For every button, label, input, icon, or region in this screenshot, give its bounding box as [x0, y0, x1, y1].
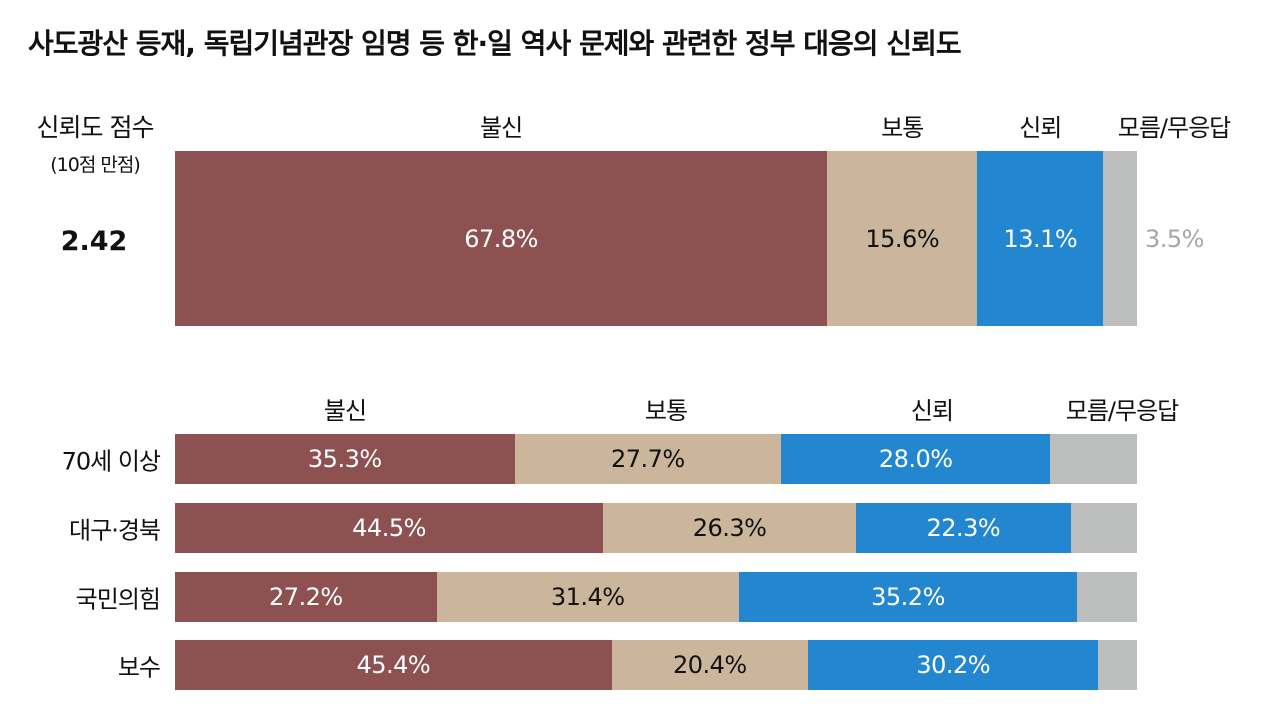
- data-label: 44.5%: [352, 514, 426, 542]
- segment-trust: 30.2%: [807, 640, 1099, 690]
- segment-trust: 28.0%: [781, 434, 1051, 484]
- data-label: 27.2%: [268, 583, 343, 611]
- data-label: 35.3%: [307, 445, 382, 473]
- stacked-bar-row: 44.5% 26.3% 22.3%: [175, 503, 1137, 553]
- segment-normal: 26.3%: [603, 503, 857, 553]
- segment-normal: 31.4%: [436, 572, 739, 622]
- top-stacked-bar: 67.8% 15.6% 13.1%: [175, 151, 1137, 326]
- row-label: 보수: [117, 653, 161, 682]
- data-label: 45.4%: [356, 651, 431, 679]
- segment-trust: 35.2%: [738, 572, 1078, 622]
- data-label: 67.8%: [464, 224, 538, 253]
- score-label-line2: (10점 만점): [50, 154, 140, 176]
- row-label: 대구·경북: [69, 516, 161, 545]
- stacked-bar-row: 27.2% 31.4% 35.2%: [175, 572, 1137, 622]
- segment-trust: 22.3%: [856, 503, 1071, 553]
- legend-header: 보통: [644, 397, 688, 425]
- segment-unknown: [1070, 503, 1137, 553]
- segment-unknown: [1050, 434, 1137, 484]
- legend-header: 모름/무응답: [1117, 114, 1231, 142]
- stacked-bar-row: 35.3% 27.7% 28.0%: [175, 434, 1137, 484]
- segment-distrust: 27.2%: [175, 572, 437, 622]
- score-label-line1: 신뢰도 점수: [36, 113, 155, 142]
- data-label: 28.0%: [878, 445, 953, 473]
- stacked-bar-row: 45.4% 20.4% 30.2%: [175, 640, 1137, 690]
- segment-distrust: 45.4%: [175, 640, 612, 690]
- chart-title: 사도광산 등재, 독립기념관장 임명 등 한·일 역사 문제와 관련한 정부 대…: [28, 27, 962, 60]
- data-label: 31.4%: [550, 583, 625, 611]
- data-label: 35.2%: [871, 583, 945, 611]
- segment-normal: 27.7%: [514, 434, 782, 484]
- data-label: 27.7%: [610, 445, 685, 473]
- data-label: 13.1%: [1003, 224, 1078, 253]
- segment-unknown: [1077, 572, 1137, 622]
- segment-distrust: 44.5%: [175, 503, 604, 553]
- legend-header: 신뢰: [910, 397, 954, 425]
- segment-distrust: 67.8%: [175, 151, 828, 326]
- score-label: 신뢰도 점수 (10점 만점): [36, 108, 155, 177]
- segment-distrust: 35.3%: [175, 434, 515, 484]
- legend-header: 불신: [480, 114, 523, 142]
- legend-header: 보통: [881, 114, 924, 142]
- score-value: 2.42: [60, 226, 128, 257]
- legend-header: 불신: [323, 397, 367, 425]
- segment-unknown: [1098, 640, 1137, 690]
- legend-header: 모름/무응답: [1065, 397, 1179, 425]
- row-label: 70세 이상: [61, 447, 161, 476]
- segment-trust: 13.1%: [977, 151, 1104, 326]
- data-label: 22.3%: [926, 514, 1001, 542]
- legend-header: 신뢰: [1019, 114, 1062, 142]
- segment-unknown: [1103, 151, 1137, 326]
- segment-normal: 20.4%: [611, 640, 808, 690]
- data-label-unknown: 3.5%: [1145, 224, 1204, 253]
- row-label: 국민의힘: [75, 585, 161, 614]
- data-label: 30.2%: [916, 651, 991, 679]
- segment-normal: 15.6%: [827, 151, 978, 326]
- data-label: 20.4%: [672, 651, 747, 679]
- data-label: 26.3%: [692, 514, 767, 542]
- data-label: 15.6%: [865, 224, 940, 253]
